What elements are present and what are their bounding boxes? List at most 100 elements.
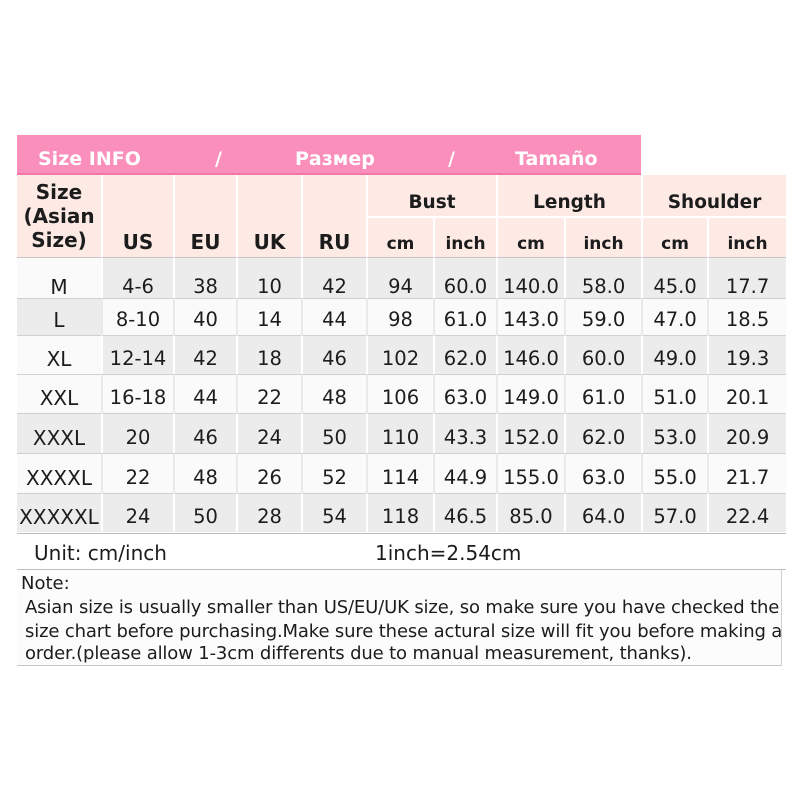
data-cell: 64.0: [564, 493, 642, 532]
table-row-xxxxl: XXXXL 22 48 26 52 114 44.9 155.0 63.0 55.0 21.7: [17, 453, 787, 493]
data-cell-value: 94: [388, 275, 413, 298]
data-cell: 52: [301, 453, 366, 493]
data-cell: 10: [236, 257, 301, 298]
data-cell-value: 46: [322, 347, 347, 370]
data-cell: 38: [173, 257, 236, 298]
data-cell: 57.0: [641, 493, 708, 532]
data-cell: 102: [366, 335, 433, 374]
note-box: Note: Asian size is usually smaller than…: [17, 570, 782, 666]
data-cell: 152.0: [496, 413, 565, 453]
data-cell: 53.0: [641, 413, 708, 453]
group-header-bust: Bust: [366, 175, 497, 218]
data-cell: 45.0: [641, 257, 708, 298]
data-cell-value: 22.4: [725, 505, 770, 528]
table-row-xl: XL 12-14 42 18 46 102 62.0 146.0 60.0 49.0 19.3: [17, 335, 787, 374]
column-header-uk: UK: [236, 175, 301, 257]
data-cell: 63.0: [564, 453, 642, 493]
data-cell: 18.5: [707, 298, 787, 335]
data-cell: 46.5: [433, 493, 497, 532]
data-cell-value: 152.0: [503, 426, 559, 449]
table-row-l: L 8-10 40 14 44 98 61.0 143.0 59.0 47.0 18.5: [17, 298, 787, 335]
size-column-header-line: Size: [35, 180, 83, 204]
data-cell-value: 63.0: [443, 386, 488, 409]
data-cell-value: 60.0: [443, 275, 488, 298]
data-cell: 18: [236, 335, 301, 374]
data-cell: 8-10: [101, 298, 173, 335]
data-cell-value: 47.0: [653, 308, 697, 331]
data-cell-value: 46.5: [443, 505, 488, 528]
data-cell-value: 18: [257, 347, 282, 370]
data-cell: 114: [366, 453, 433, 493]
data-cell-value: 110: [381, 426, 420, 449]
unit-header-label: inch: [583, 234, 624, 254]
data-cell-value: 12-14: [109, 347, 167, 370]
size-cell-l: L: [17, 298, 101, 335]
data-cell-value: 22: [257, 386, 282, 409]
data-cell-value: 51.0: [653, 386, 697, 409]
data-cell: 58.0: [564, 257, 642, 298]
data-cell-value: 21.7: [725, 466, 770, 489]
data-cell-value: 18.5: [725, 308, 770, 331]
data-cell-value: 54: [322, 505, 347, 528]
unit-header-shoulder-cm: cm: [641, 217, 708, 257]
data-cell-value: 26: [257, 466, 282, 489]
data-cell-value: 38: [193, 275, 218, 298]
data-cell: 44: [173, 374, 236, 413]
unit-header-label: inch: [727, 234, 768, 254]
data-cell: 22.4: [707, 493, 787, 532]
data-cell: 61.0: [433, 298, 497, 335]
data-cell-value: 40: [193, 308, 218, 331]
size-column-header-line: (Asian: [23, 204, 95, 228]
size-cell-xl: XL: [17, 335, 101, 374]
data-cell: 98: [366, 298, 433, 335]
data-cell-value: 46: [193, 426, 218, 449]
data-cell-value: 52: [322, 466, 347, 489]
data-cell-value: 17.7: [725, 275, 770, 298]
size-cell-label: XXXL: [32, 426, 86, 450]
banner-separator: /: [215, 148, 222, 170]
data-cell: 62.0: [564, 413, 642, 453]
data-cell-value: 57.0: [653, 505, 697, 528]
data-cell: 149.0: [496, 374, 565, 413]
data-cell-value: 42: [193, 347, 218, 370]
data-cell: 118: [366, 493, 433, 532]
size-table: Size (Asian Size) US EU UK RU Bust Length Shoulde…: [17, 175, 787, 532]
data-cell: 4-6: [101, 257, 173, 298]
unit-conversion: 1inch=2.54cm: [375, 541, 522, 565]
data-cell-value: 22: [125, 466, 151, 489]
group-header-label: Length: [533, 191, 606, 213]
data-cell-value: 85.0: [509, 505, 553, 528]
data-cell-value: 24: [257, 426, 282, 449]
column-header-ru: RU: [301, 175, 366, 257]
data-cell: 28: [236, 493, 301, 532]
data-cell: 62.0: [433, 335, 497, 374]
data-cell-value: 20.9: [725, 426, 770, 449]
data-cell-value: 48: [193, 466, 218, 489]
data-cell: 63.0: [433, 374, 497, 413]
data-cell-value: 106: [381, 386, 420, 409]
size-cell-xxxl: XXXL: [17, 413, 101, 453]
data-cell: 51.0: [641, 374, 708, 413]
banner-title-2: Размер: [295, 148, 375, 170]
banner: Size INFO / Размер / Tamaño: [17, 135, 641, 175]
data-cell: 22: [101, 453, 173, 493]
data-cell-value: 50: [322, 426, 347, 449]
unit-row: Unit: cm/inch 1inch=2.54cm: [17, 533, 786, 570]
data-cell: 146.0: [496, 335, 565, 374]
data-cell: 12-14: [101, 335, 173, 374]
banner-separator: /: [448, 148, 455, 170]
data-cell-value: 42: [322, 275, 347, 298]
data-cell: 106: [366, 374, 433, 413]
data-cell-value: 60.0: [581, 347, 626, 370]
data-cell: 85.0: [496, 493, 565, 532]
data-cell-value: 118: [381, 505, 420, 528]
data-cell-value: 98: [388, 308, 413, 331]
column-header-label: EU: [190, 230, 221, 254]
data-cell: 44: [301, 298, 366, 335]
data-cell: 22: [236, 374, 301, 413]
size-cell-m: M: [17, 257, 101, 298]
data-cell: 26: [236, 453, 301, 493]
data-cell: 48: [173, 453, 236, 493]
data-cell-value: 43.3: [443, 426, 488, 449]
data-cell: 44.9: [433, 453, 497, 493]
